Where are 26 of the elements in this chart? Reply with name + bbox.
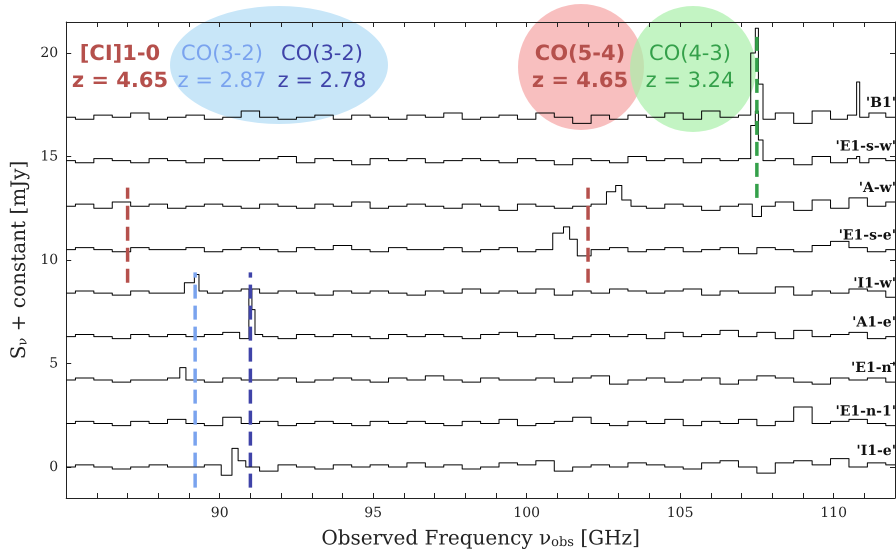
x-tick-label: 105: [666, 505, 694, 521]
annotation: CO(3-2) z = 2.78: [278, 40, 366, 94]
x-tick-label: 110: [820, 505, 847, 521]
y-tick-label: 20: [40, 45, 58, 62]
x-tick-label: 100: [513, 505, 540, 521]
series-label: 'I1-e': [856, 442, 896, 459]
annotation: CO(5-4) z = 4.65: [532, 40, 628, 94]
y-tick-label: 15: [40, 148, 58, 165]
y-tick-label: 5: [49, 355, 58, 372]
y-axis-title: Sν + constant [mJy]: [6, 160, 30, 360]
annotation: [CI]1-0 z = 4.65: [72, 40, 168, 94]
series-label: 'E1-n-1': [835, 404, 896, 420]
series-label: 'E1-s-e': [838, 228, 896, 244]
annotation: CO(4-3) z = 3.24: [646, 40, 734, 94]
y-tick-label: 10: [40, 252, 58, 268]
y-tick-label: 0: [49, 458, 58, 475]
series-label: 'E1-s-w': [835, 138, 896, 155]
series-label: 'I1-w': [853, 275, 896, 292]
x-axis-title: Observed Frequency νobs [GHz]: [321, 526, 640, 550]
annotation: CO(3-2) z = 2.87: [178, 40, 266, 94]
series-label: 'A-w': [858, 180, 896, 196]
series-label: 'E1-n': [851, 360, 896, 376]
x-tick-label: 95: [364, 505, 382, 521]
x-tick-label: 90: [210, 505, 229, 521]
series-label: 'B1': [866, 95, 896, 112]
series-label: 'A1-e': [852, 314, 896, 331]
